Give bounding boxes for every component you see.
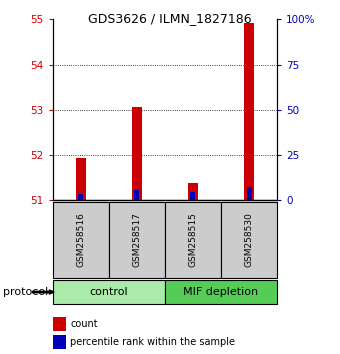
Text: count: count xyxy=(70,319,98,329)
Text: percentile rank within the sample: percentile rank within the sample xyxy=(70,337,235,348)
Bar xyxy=(78,194,83,200)
Text: GDS3626 / ILMN_1827186: GDS3626 / ILMN_1827186 xyxy=(88,12,252,25)
Text: GSM258517: GSM258517 xyxy=(132,212,141,267)
Bar xyxy=(134,190,139,200)
Bar xyxy=(188,183,198,200)
Text: control: control xyxy=(89,287,128,297)
Bar xyxy=(53,317,66,331)
Text: GSM258516: GSM258516 xyxy=(76,212,85,267)
Bar xyxy=(76,159,86,200)
Bar xyxy=(244,23,254,200)
Bar xyxy=(190,192,195,200)
Bar xyxy=(246,187,252,200)
Bar xyxy=(221,202,277,278)
Text: GSM258530: GSM258530 xyxy=(244,212,254,267)
Bar xyxy=(109,202,165,278)
Bar xyxy=(53,280,165,304)
Bar xyxy=(53,202,109,278)
Bar xyxy=(53,336,66,349)
Bar xyxy=(132,108,142,200)
Text: protocol: protocol xyxy=(3,287,49,297)
Text: GSM258515: GSM258515 xyxy=(188,212,198,267)
Text: MIF depletion: MIF depletion xyxy=(184,287,258,297)
Bar xyxy=(165,202,221,278)
Bar xyxy=(165,280,277,304)
